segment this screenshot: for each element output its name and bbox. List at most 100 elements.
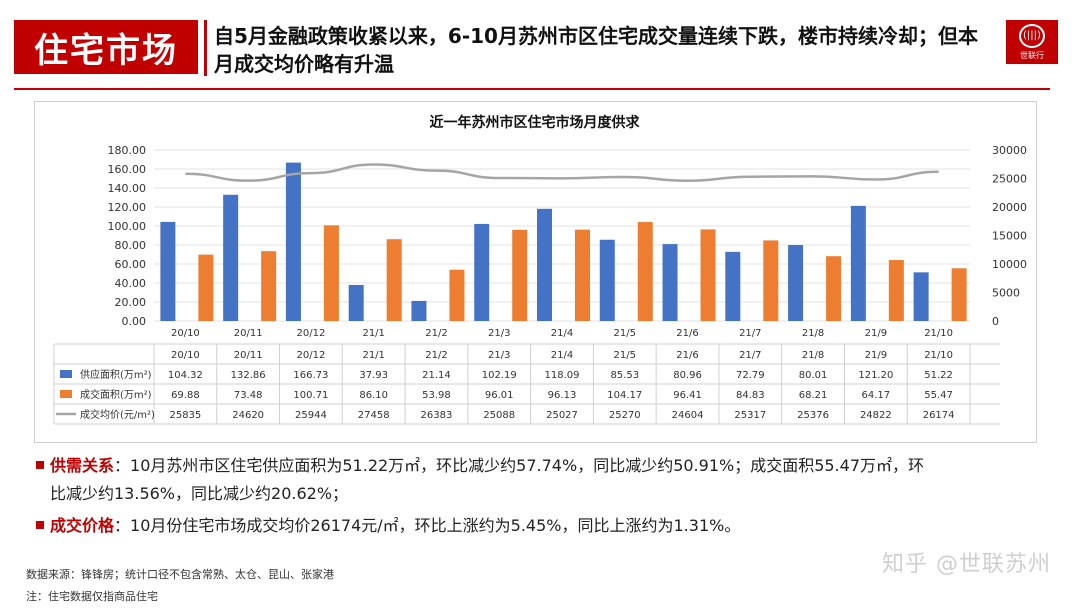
table-cell: 166.73 xyxy=(293,370,328,381)
y-left-tick-label: 160.00 xyxy=(108,163,147,176)
x-tick-label: 20/11 xyxy=(234,328,263,339)
table-header-cell: 21/9 xyxy=(865,350,887,361)
table-header-cell: 20/12 xyxy=(297,350,326,361)
table-cell: 25944 xyxy=(295,410,327,421)
bar-supply xyxy=(411,300,427,321)
y-right-tick-label: 0 xyxy=(992,315,999,328)
table-header-cell: 21/5 xyxy=(614,350,636,361)
x-tick-label: 21/8 xyxy=(802,328,824,339)
table-cell: 86.10 xyxy=(359,390,388,401)
bar-supply xyxy=(474,223,490,321)
bar-deal xyxy=(512,229,528,321)
watermark: 知乎 @世联苏州 xyxy=(882,552,1051,577)
x-tick-label: 21/3 xyxy=(488,328,510,339)
table-cell: 27458 xyxy=(358,410,390,421)
table-cell: 24620 xyxy=(232,410,264,421)
bar-supply xyxy=(223,194,239,321)
bar-deal xyxy=(888,260,904,321)
table-header-cell: 21/1 xyxy=(362,350,384,361)
bar-supply xyxy=(160,221,176,321)
table-cell: 25270 xyxy=(609,410,641,421)
bar-deal xyxy=(951,268,967,321)
table-header-cell: 21/3 xyxy=(488,350,510,361)
table-cell: 72.79 xyxy=(736,370,765,381)
table-cell: 121.20 xyxy=(858,370,893,381)
table-cell: 100.71 xyxy=(293,390,328,401)
x-tick-label: 21/1 xyxy=(362,328,384,339)
logo-mark-icon: (|||) xyxy=(1019,23,1045,48)
bar-deal xyxy=(198,254,214,321)
table-cell: 68.21 xyxy=(799,390,828,401)
table-header-cell: 21/2 xyxy=(425,350,447,361)
table-header-cell: 21/8 xyxy=(802,350,824,361)
bullet-square-icon xyxy=(36,461,44,469)
legend-label: 成交面积(万m²) xyxy=(80,388,152,401)
y-left-tick-label: 100.00 xyxy=(108,220,147,233)
table-cell: 25376 xyxy=(797,410,829,421)
legend-label: 成交均价(元/m²) xyxy=(80,408,155,421)
y-left-tick-label: 80.00 xyxy=(115,239,147,252)
x-tick-label: 21/9 xyxy=(865,328,887,339)
section-title: 住宅市场 xyxy=(14,20,198,74)
bullet-label: 供需关系 xyxy=(50,456,115,475)
bar-deal xyxy=(323,225,339,321)
table-cell: 96.13 xyxy=(548,390,577,401)
bar-deal xyxy=(637,222,653,321)
table-header-cell: 21/6 xyxy=(676,350,698,361)
bar-supply xyxy=(662,244,678,321)
table-cell: 80.01 xyxy=(799,370,828,381)
bar-deal xyxy=(700,229,716,321)
bar-deal xyxy=(261,251,277,321)
bar-supply xyxy=(348,284,364,321)
y-left-tick-label: 120.00 xyxy=(108,201,147,214)
bar-supply xyxy=(850,205,866,321)
y-left-tick-label: 60.00 xyxy=(115,258,147,271)
table-cell: 51.22 xyxy=(924,370,953,381)
bar-supply xyxy=(788,244,804,321)
bar-deal xyxy=(826,256,842,321)
table-cell: 85.53 xyxy=(610,370,639,381)
bar-supply xyxy=(725,251,741,321)
table-cell: 26383 xyxy=(421,410,453,421)
x-tick-label: 21/10 xyxy=(924,328,953,339)
table-cell: 37.93 xyxy=(359,370,388,381)
x-tick-label: 20/12 xyxy=(297,328,326,339)
chart-title: 近一年苏州市区住宅市场月度供求 xyxy=(429,115,640,131)
scope-note: 注：住宅数据仅指商品住宅 xyxy=(26,590,158,603)
table-header-cell: 21/7 xyxy=(739,350,761,361)
bullet-text-continued: 比减少约13.56%，同比减少约20.62%； xyxy=(50,484,349,503)
bullet-text: ：10月份住宅市场成交均价26174元/㎡，环比上涨约为5.45%，同比上涨约为… xyxy=(114,516,741,535)
table-cell: 80.96 xyxy=(673,370,702,381)
table-cell: 25317 xyxy=(734,410,766,421)
legend-label: 供应面积(万m²) xyxy=(80,368,152,381)
table-header-cell: 20/10 xyxy=(171,350,200,361)
table-cell: 24822 xyxy=(860,410,892,421)
table-cell: 21.14 xyxy=(422,370,451,381)
table-cell: 26174 xyxy=(923,410,955,421)
table-cell: 55.47 xyxy=(924,390,953,401)
analysis-bullets: 供需关系：10月苏州市区住宅供应面积为51.22万㎡，环比减少约57.74%，同… xyxy=(36,452,1036,540)
y-left-tick-label: 180.00 xyxy=(108,144,147,157)
bullet-price: 成交价格：10月份住宅市场成交均价26174元/㎡，环比上涨约为5.45%，同比… xyxy=(36,512,1036,540)
table-cell: 118.09 xyxy=(545,370,580,381)
bullet-label: 成交价格 xyxy=(50,516,115,535)
x-tick-label: 21/2 xyxy=(425,328,447,339)
table-cell: 24604 xyxy=(672,410,704,421)
data-source-note: 数据来源：锋锋房；统计口径不包含常熟、太仓、昆山、张家港 xyxy=(26,568,334,581)
bar-supply xyxy=(285,162,301,321)
x-tick-label: 21/4 xyxy=(551,328,573,339)
bar-supply xyxy=(537,208,552,321)
y-left-tick-label: 40.00 xyxy=(115,277,147,290)
table-cell: 104.32 xyxy=(168,370,203,381)
headline: 自5月金融政策收紧以来，6-10月苏州市区住宅成交量连续下跌，楼市持续冷却；但本… xyxy=(214,24,978,76)
x-tick-label: 21/5 xyxy=(614,328,636,339)
table-cell: 102.19 xyxy=(482,370,517,381)
logo-text: 世联行 xyxy=(1020,50,1044,60)
header-rule xyxy=(14,88,1050,90)
legend-swatch xyxy=(60,390,72,398)
y-right-tick-label: 30000 xyxy=(992,144,1027,157)
bar-deal xyxy=(575,229,590,321)
bar-deal xyxy=(449,269,465,321)
table-header-cell: 21/10 xyxy=(924,350,953,361)
table-cell: 132.86 xyxy=(231,370,266,381)
